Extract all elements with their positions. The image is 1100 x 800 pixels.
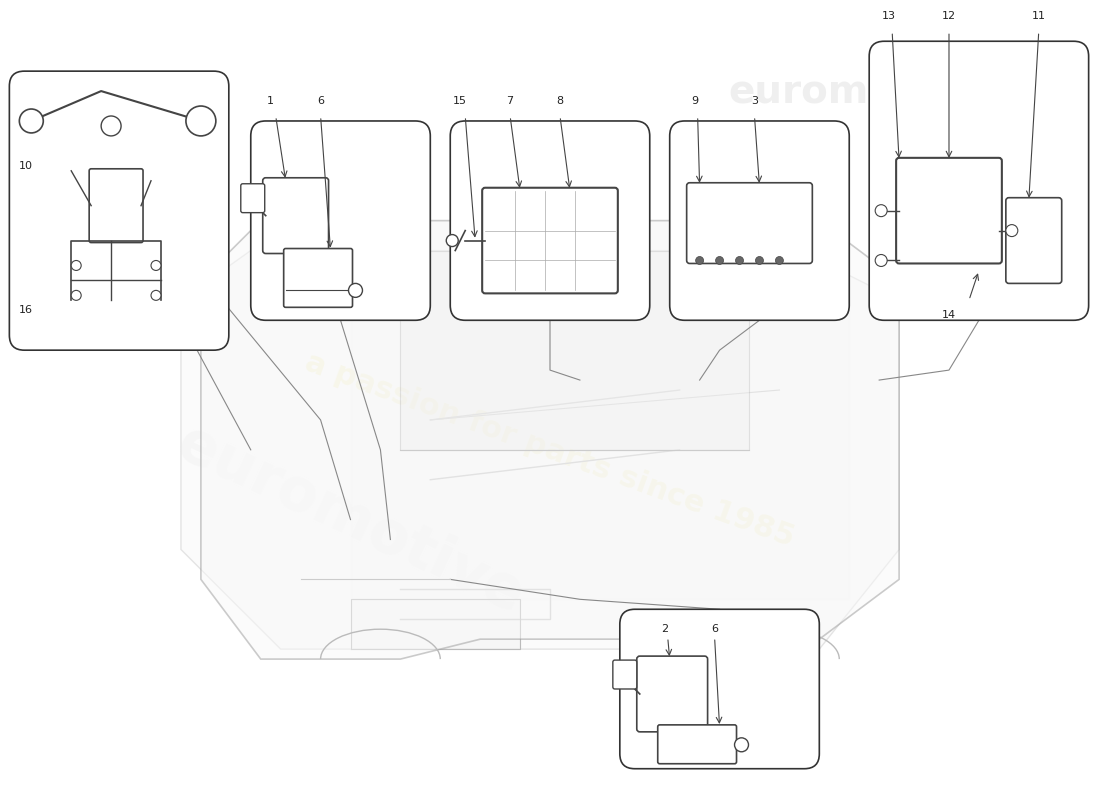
FancyBboxPatch shape	[896, 158, 1002, 263]
Circle shape	[776, 257, 783, 265]
FancyBboxPatch shape	[670, 121, 849, 320]
Polygon shape	[201, 221, 899, 659]
Circle shape	[349, 283, 363, 298]
Text: 6: 6	[317, 96, 324, 106]
FancyBboxPatch shape	[637, 656, 707, 732]
Text: 7: 7	[506, 96, 514, 106]
FancyBboxPatch shape	[10, 71, 229, 350]
Circle shape	[876, 254, 887, 266]
Polygon shape	[351, 221, 849, 599]
Polygon shape	[400, 250, 749, 450]
FancyBboxPatch shape	[284, 249, 352, 307]
Text: 12: 12	[942, 11, 956, 22]
Circle shape	[736, 257, 744, 265]
Circle shape	[20, 109, 43, 133]
Text: euromotive: euromotive	[728, 72, 979, 110]
FancyBboxPatch shape	[89, 169, 143, 242]
Circle shape	[72, 261, 81, 270]
Text: 1: 1	[267, 96, 274, 106]
Circle shape	[447, 234, 459, 246]
Text: 6: 6	[711, 624, 718, 634]
FancyBboxPatch shape	[686, 182, 812, 263]
Polygon shape	[180, 250, 899, 649]
FancyBboxPatch shape	[869, 42, 1089, 320]
Circle shape	[72, 290, 81, 300]
Circle shape	[186, 106, 216, 136]
Text: 13: 13	[882, 11, 896, 22]
Polygon shape	[351, 599, 520, 649]
FancyBboxPatch shape	[613, 660, 637, 689]
Circle shape	[735, 738, 748, 752]
FancyBboxPatch shape	[241, 184, 265, 213]
Text: 1985: 1985	[896, 114, 989, 147]
FancyBboxPatch shape	[450, 121, 650, 320]
Text: a passion for parts since 1985: a passion for parts since 1985	[301, 347, 799, 552]
FancyBboxPatch shape	[263, 178, 329, 254]
FancyBboxPatch shape	[619, 610, 820, 769]
Text: 15: 15	[453, 96, 468, 106]
Text: 14: 14	[942, 310, 956, 320]
Circle shape	[1005, 225, 1018, 237]
Text: 11: 11	[1032, 11, 1046, 22]
FancyBboxPatch shape	[1005, 198, 1062, 283]
Circle shape	[151, 261, 161, 270]
Circle shape	[756, 257, 763, 265]
FancyBboxPatch shape	[482, 188, 618, 294]
Text: 8: 8	[557, 96, 563, 106]
Text: euromotive: euromotive	[168, 414, 533, 625]
Text: 2: 2	[661, 624, 669, 634]
Text: 3: 3	[751, 96, 758, 106]
Circle shape	[716, 257, 724, 265]
Circle shape	[151, 290, 161, 300]
Circle shape	[695, 257, 704, 265]
FancyBboxPatch shape	[251, 121, 430, 320]
Circle shape	[101, 116, 121, 136]
Text: 10: 10	[20, 161, 33, 171]
Circle shape	[876, 205, 887, 217]
Text: 16: 16	[20, 306, 33, 315]
FancyBboxPatch shape	[658, 725, 737, 764]
Text: 9: 9	[691, 96, 698, 106]
